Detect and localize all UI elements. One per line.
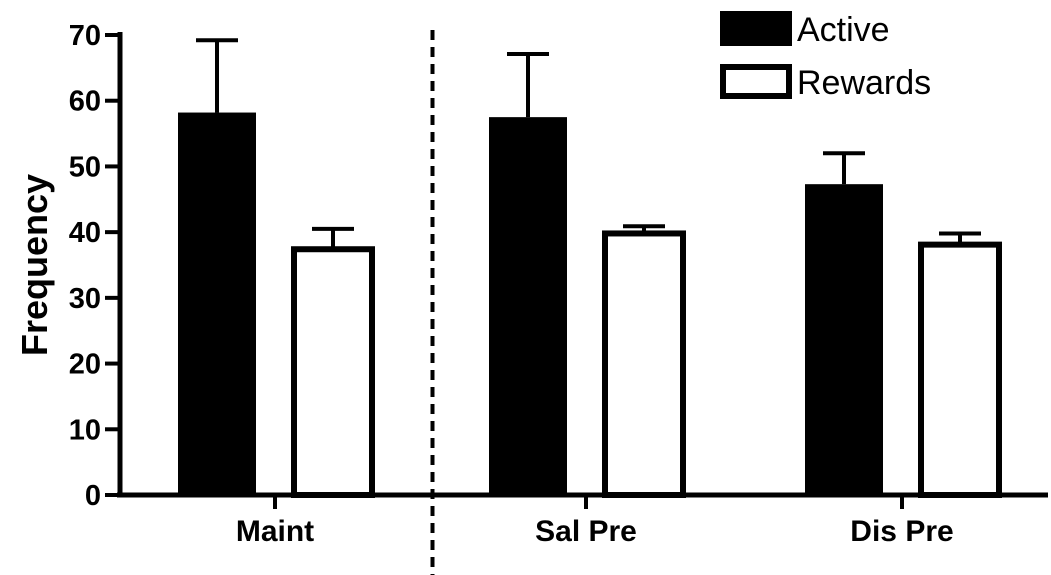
bar-rewards-maint bbox=[291, 246, 375, 498]
y-tick-label-50: 50 bbox=[69, 151, 101, 183]
y-tick-label-30: 30 bbox=[69, 283, 101, 315]
category-label-dis-pre: Dis Pre bbox=[850, 515, 953, 548]
y-tick-label-20: 20 bbox=[69, 349, 101, 381]
category-label-maint: Maint bbox=[236, 515, 314, 548]
bar-rewards-sal-pre bbox=[602, 230, 686, 498]
y-tick-label-40: 40 bbox=[69, 217, 101, 249]
legend-swatch-active bbox=[720, 11, 792, 46]
y-tick-label-60: 60 bbox=[69, 86, 101, 118]
category-label-sal-pre: Sal Pre bbox=[535, 515, 637, 548]
bar-active-dis-pre bbox=[805, 184, 883, 495]
legend-label-rewards: Rewards bbox=[797, 64, 931, 102]
legend-swatch-rewards bbox=[720, 64, 792, 99]
legend: Active Rewards bbox=[720, 11, 931, 102]
bar-active-maint bbox=[178, 112, 256, 496]
bar-rewards-dis-pre bbox=[918, 241, 1002, 498]
y-tick-label-10: 10 bbox=[69, 414, 101, 446]
y-tick-label-0: 0 bbox=[85, 480, 101, 512]
legend-label-active: Active bbox=[797, 11, 890, 49]
y-tick-label-70: 70 bbox=[69, 20, 101, 52]
plot-area: 0 10 20 30 40 50 60 70 Maint Sal Pre Dis Pre bbox=[69, 20, 1048, 575]
y-axis-label: Frequency bbox=[14, 174, 55, 356]
bar-active-sal-pre bbox=[489, 117, 567, 496]
